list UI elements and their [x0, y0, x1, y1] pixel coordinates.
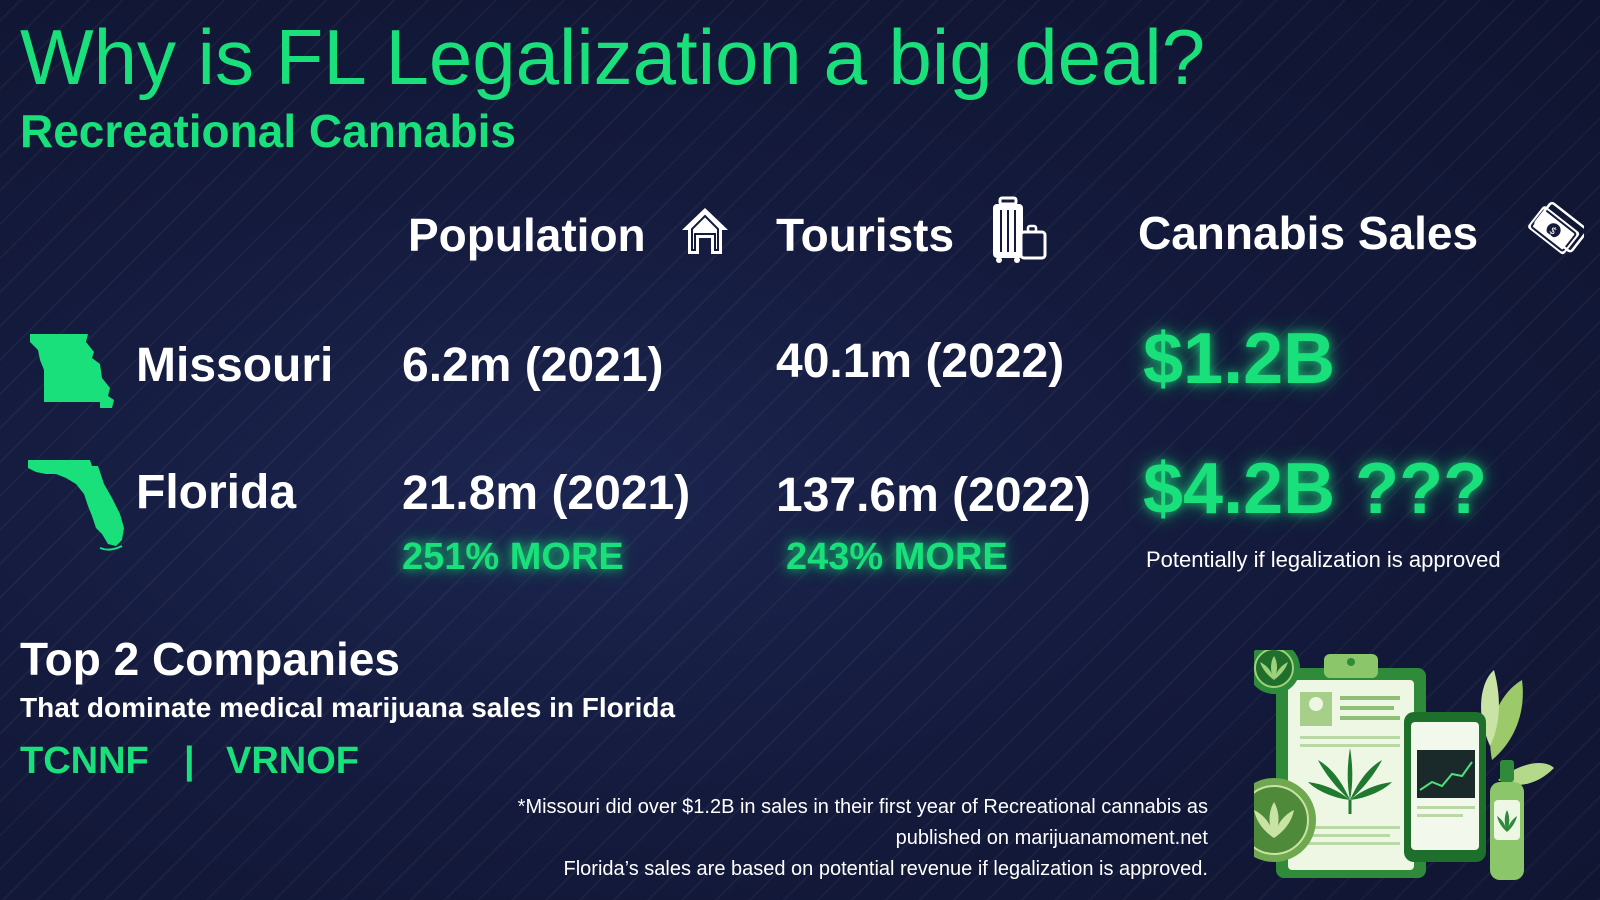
- florida-population: 21.8m (2021): [402, 467, 691, 520]
- companies-heading: Top 2 Companies: [20, 633, 400, 685]
- missouri-population: 6.2m (2021): [402, 339, 664, 392]
- footnote-line-1: *Missouri did over $1.2B in sales in the…: [517, 796, 1208, 818]
- page-title: Why is FL Legalization a big deal?: [20, 13, 1206, 101]
- florida-tourists-more: 243% MORE: [786, 536, 1008, 578]
- florida-sales: $4.2B ???: [1143, 449, 1488, 529]
- florida-sales-note: Potentially if legalization is approved: [1146, 547, 1501, 572]
- ticker-separator: |: [184, 740, 195, 782]
- column-header-population: Population: [408, 209, 646, 261]
- svg-text:$: $: [1547, 225, 1559, 238]
- house-icon: [678, 204, 732, 258]
- ticker-tcnnf: TCNNF: [20, 740, 149, 782]
- florida-map-icon: [26, 458, 130, 552]
- missouri-sales: $1.2B: [1143, 319, 1336, 399]
- luggage-icon: [990, 196, 1054, 264]
- money-icon: $: [1522, 200, 1584, 262]
- florida-tourists: 137.6m (2022): [776, 469, 1091, 522]
- state-label-florida: Florida: [136, 466, 297, 519]
- column-header-tourists: Tourists: [776, 209, 955, 261]
- state-label-missouri: Missouri: [136, 339, 334, 392]
- companies-subheading: That dominate medical marijuana sales in…: [20, 692, 676, 723]
- missouri-tourists: 40.1m (2022): [776, 335, 1065, 388]
- medical-cannabis-illustration: [1254, 650, 1554, 886]
- footnote-line-2: published on marijuanamoment.net: [895, 827, 1208, 849]
- column-header-sales: Cannabis Sales: [1138, 207, 1479, 259]
- missouri-map-icon: [28, 330, 118, 410]
- page-subtitle: Recreational Cannabis: [20, 105, 516, 157]
- ticker-vrnof: VRNOF: [226, 740, 359, 782]
- florida-population-more: 251% MORE: [402, 536, 624, 578]
- footnote-line-3: Florida’s sales are based on potential r…: [563, 858, 1208, 880]
